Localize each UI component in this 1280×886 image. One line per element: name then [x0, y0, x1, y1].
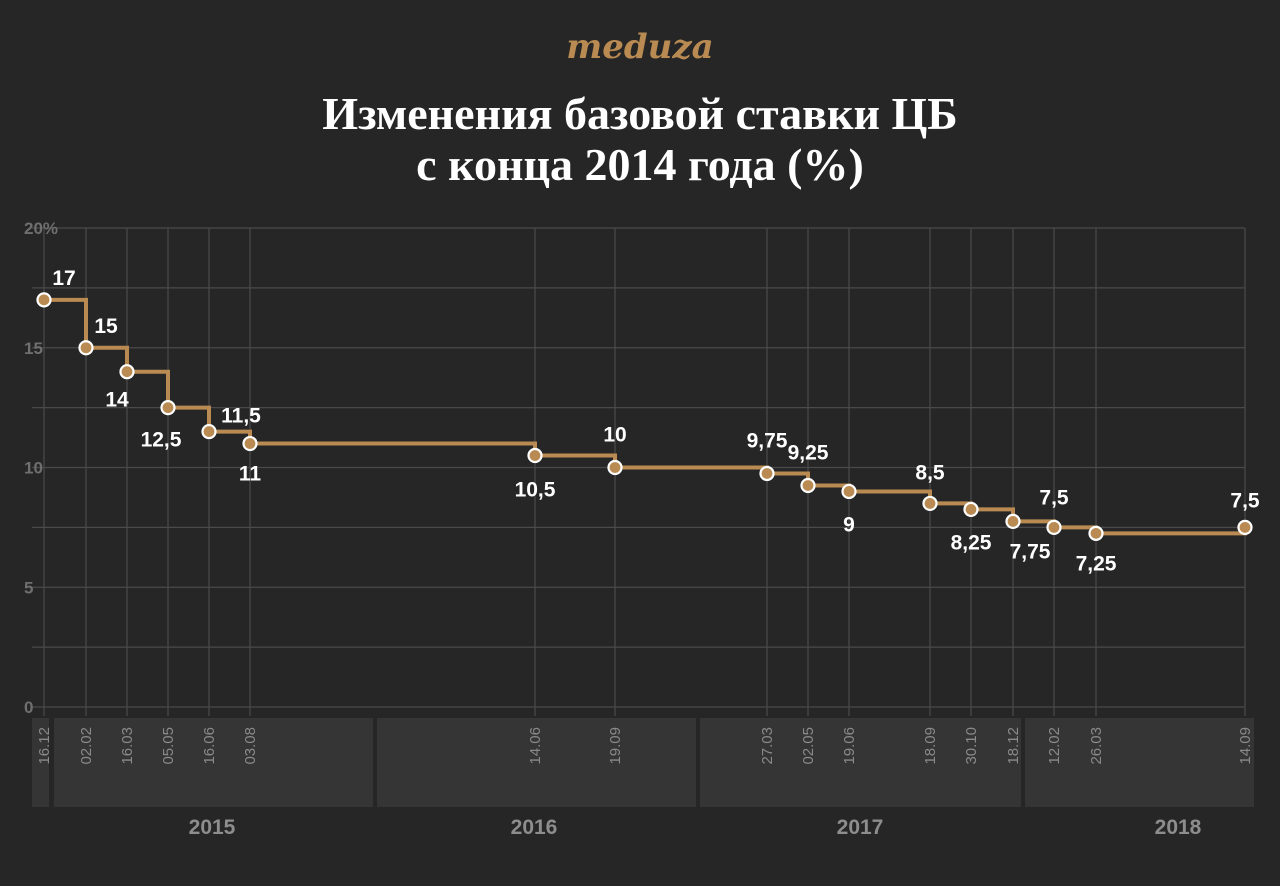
year-band — [1025, 718, 1254, 807]
x-date-label: 27.03 — [759, 727, 776, 765]
data-point — [78, 340, 94, 356]
data-point — [36, 292, 52, 308]
year-band — [377, 718, 696, 807]
x-date-label: 16.03 — [119, 727, 136, 765]
chart-title-line-2: с конца 2014 года (%) — [416, 139, 864, 190]
data-point — [1237, 519, 1253, 535]
x-date-label: 18.09 — [922, 727, 939, 765]
data-point — [1088, 525, 1104, 541]
data-point — [607, 459, 623, 476]
y-tick-label: 0 — [24, 698, 33, 717]
data-points — [36, 292, 1253, 541]
x-date-label: 19.06 — [841, 727, 858, 765]
year-label: 2016 — [511, 816, 558, 839]
data-point — [201, 423, 217, 440]
y-tick-label: 20% — [24, 219, 58, 238]
x-date-label: 16.06 — [201, 727, 218, 765]
data-label: 9,75 — [747, 429, 788, 452]
data-point — [160, 400, 176, 416]
data-label: 12,5 — [141, 429, 182, 452]
x-date-label: 16.12 — [36, 727, 53, 765]
data-label: 8,5 — [915, 461, 945, 484]
chart-title-line-1: Изменения базовой ставки ЦБ — [322, 88, 957, 139]
year-bands: 2015 2016 2017 2018 — [32, 718, 1254, 839]
y-tick-label: 5 — [24, 578, 33, 597]
data-label: 10 — [603, 424, 626, 447]
data-point — [800, 477, 816, 494]
data-label: 10,5 — [515, 479, 556, 502]
data-label: 11 — [239, 463, 262, 486]
year-label: 2017 — [837, 816, 884, 839]
data-point — [242, 435, 258, 452]
data-point — [527, 447, 543, 464]
gridlines: 20% 15 10 5 016.12 02.02 16.03 05.05 16.06 03.08 1… — [24, 219, 1254, 765]
data-label: 9 — [843, 513, 855, 536]
data-point — [841, 483, 857, 500]
brand-logo: meduza — [566, 27, 713, 67]
data-label: 7,5 — [1230, 489, 1260, 512]
data-labels: 17 15 14 12,5 11,5 11 10,5 10 9,759,25 9 8,5 8,25 7,… — [52, 267, 1260, 576]
x-date-label: 12.02 — [1046, 727, 1063, 765]
year-band — [32, 718, 49, 807]
data-point — [119, 364, 135, 380]
data-label: 17 — [52, 267, 75, 290]
x-date-label: 14.06 — [527, 727, 544, 765]
data-label: 7,5 — [1039, 486, 1069, 509]
x-date-label: 02.05 — [800, 727, 817, 765]
year-label: 2018 — [1155, 816, 1202, 839]
x-date-label: 26.03 — [1088, 727, 1105, 765]
x-date-label: 19.09 — [607, 727, 624, 765]
data-label: 8,25 — [951, 531, 992, 554]
x-date-label: 03.08 — [242, 727, 259, 765]
x-date-label: 30.10 — [963, 727, 980, 765]
y-tick-label: 15 — [24, 339, 43, 358]
x-date-label: 14.09 — [1237, 727, 1254, 765]
x-date-label: 05.05 — [160, 727, 177, 765]
data-label: 9,25 — [788, 441, 829, 464]
year-band — [700, 718, 1021, 807]
x-date-label: 02.02 — [78, 727, 95, 765]
data-point — [963, 501, 979, 518]
data-label: 11,5 — [221, 405, 261, 428]
data-label: 7,25 — [1076, 552, 1117, 575]
data-point — [759, 465, 775, 482]
year-label: 2015 — [189, 816, 236, 839]
y-tick-label: 10 — [24, 459, 43, 478]
data-label: 15 — [94, 315, 118, 338]
data-label: 14 — [105, 389, 129, 412]
year-band — [54, 718, 373, 807]
data-label: 7,75 — [1010, 540, 1051, 563]
x-date-label: 18.12 — [1005, 727, 1022, 765]
data-point — [922, 495, 938, 512]
data-point — [1046, 519, 1062, 535]
data-point — [1005, 513, 1021, 529]
